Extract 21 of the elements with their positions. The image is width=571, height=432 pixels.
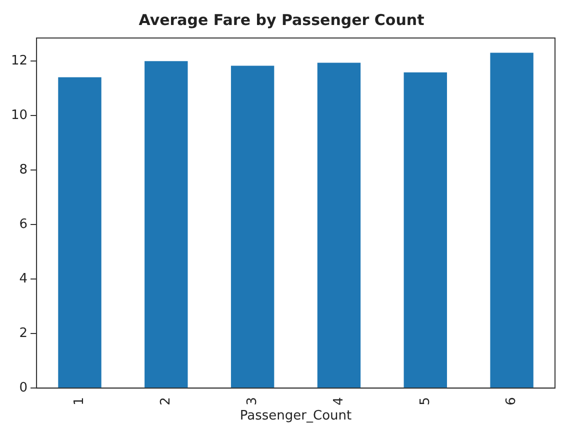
y-tick-label: 6	[19, 217, 28, 232]
y-tick-label: 10	[10, 108, 28, 124]
y-tick-label: 12	[10, 54, 28, 69]
x-tick-label: 6	[504, 397, 520, 406]
bar	[404, 72, 447, 388]
x-tick-label: 5	[418, 397, 433, 406]
x-tick-label: 3	[244, 397, 260, 406]
y-tick-label: 4	[19, 272, 28, 287]
x-axis-title: Passenger_Count	[240, 408, 352, 424]
y-tick-label: 8	[19, 162, 28, 178]
bar	[144, 61, 188, 388]
y-tick-label: 2	[19, 326, 28, 342]
x-tick-label: 1	[72, 397, 88, 406]
bar	[490, 52, 534, 388]
x-tick-label: 2	[158, 397, 174, 406]
bar	[58, 77, 102, 388]
x-tick-label: 4	[331, 397, 346, 406]
bar	[317, 62, 361, 388]
y-tick-label: 0	[19, 380, 28, 396]
chart-title: Average Fare by Passenger Count	[138, 10, 424, 29]
bar	[230, 66, 274, 388]
